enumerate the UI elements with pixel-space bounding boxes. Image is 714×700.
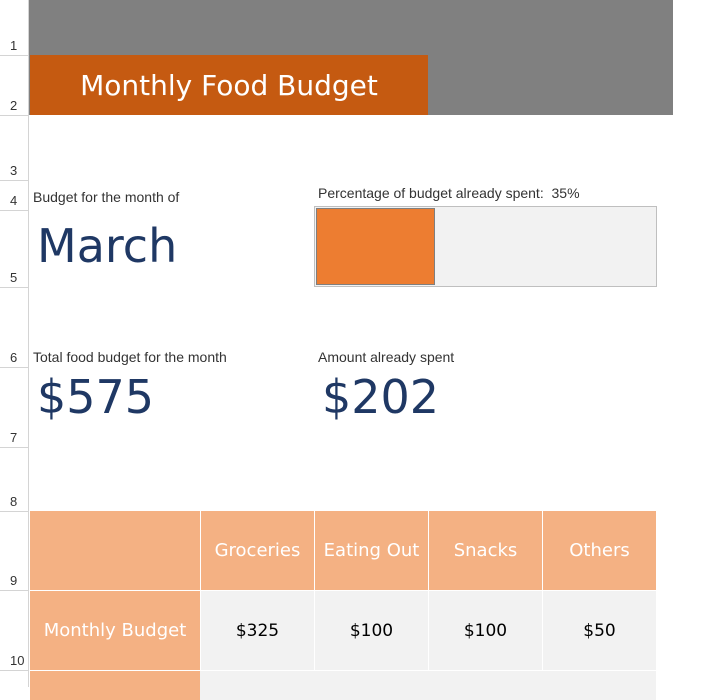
row-line: [0, 511, 28, 512]
value-cell: $100: [428, 590, 542, 670]
column-header: Groceries: [200, 511, 314, 590]
spent-label: Amount already spent: [318, 349, 455, 365]
row-number: 9: [10, 573, 18, 588]
progress-fill: [316, 208, 435, 285]
row-number: 4: [10, 193, 18, 208]
value-cell: $100: [314, 590, 428, 670]
row-line: [0, 55, 28, 56]
progress-value: 35%: [551, 185, 580, 201]
row-number: 7: [10, 430, 18, 445]
row-line: [0, 210, 28, 211]
row-line: [0, 180, 28, 181]
corner-cell: [30, 511, 200, 590]
spent: $202: [322, 370, 440, 424]
row-header-border: [28, 0, 29, 687]
value-cell: $50: [542, 590, 656, 670]
row-line: [0, 115, 28, 116]
progress-label: Percentage of budget already spent: 35%: [318, 185, 580, 201]
row-number: 5: [10, 270, 18, 285]
row-line: [0, 590, 28, 591]
month: March: [37, 219, 178, 273]
value-cell-empty: [200, 670, 656, 700]
title: Monthly Food Budget: [30, 55, 428, 115]
row-number: 6: [10, 350, 18, 365]
month-label: Budget for the month of: [33, 189, 180, 205]
row-number: 2: [10, 98, 18, 113]
row-number: 1: [10, 38, 18, 53]
row-number: 8: [10, 494, 18, 509]
total-label: Total food budget for the month: [33, 349, 227, 365]
row-label-empty: [30, 670, 200, 700]
total: $575: [37, 370, 155, 424]
progress-track: [314, 206, 657, 287]
column-header: Snacks: [428, 511, 542, 590]
row-number: 3: [10, 163, 18, 178]
row-number: 10: [10, 653, 25, 668]
value-cell: $325: [200, 590, 314, 670]
column-header: Others: [542, 511, 656, 590]
progress-text: Percentage of budget already spent:: [318, 185, 544, 201]
row-line: [0, 447, 28, 448]
row-label: Monthly Budget: [30, 590, 200, 670]
row-line: [0, 670, 28, 671]
row-line: [0, 287, 28, 288]
column-header: Eating Out: [314, 511, 428, 590]
row-line: [0, 367, 28, 368]
